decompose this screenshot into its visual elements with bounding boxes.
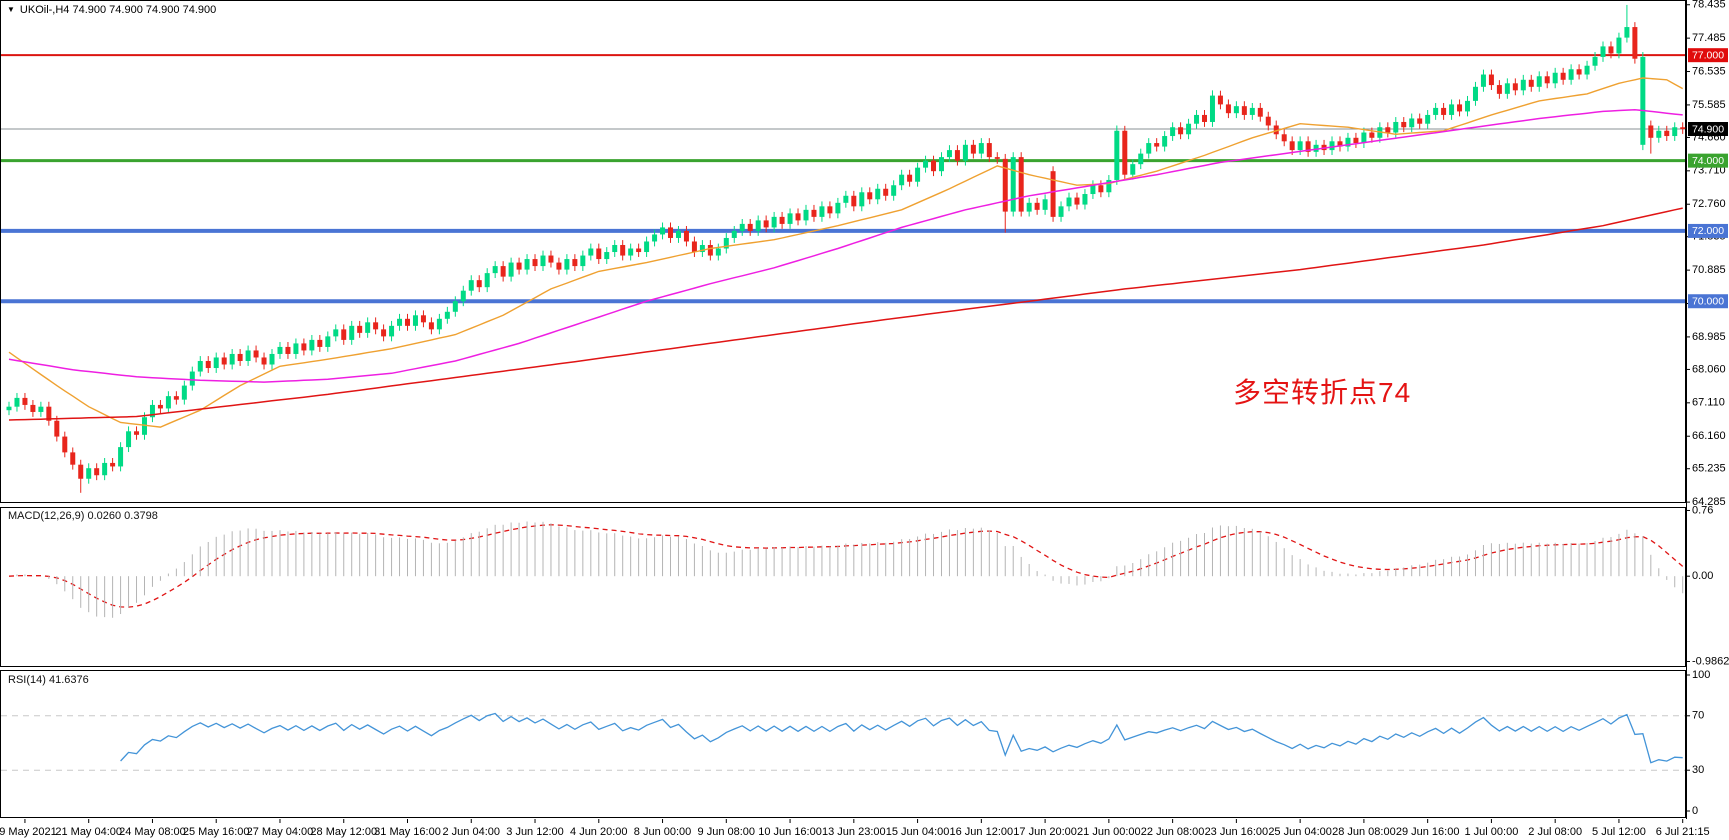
svg-text:28 Jun 08:00: 28 Jun 08:00: [1332, 826, 1396, 838]
svg-text:72.000: 72.000: [1692, 225, 1724, 237]
svg-text:0.00: 0.00: [1692, 570, 1713, 582]
svg-text:1 Jul 00:00: 1 Jul 00:00: [1465, 826, 1519, 838]
svg-text:3 Jun 12:00: 3 Jun 12:00: [506, 826, 564, 838]
ma-fast-orange: [8, 77, 1684, 428]
ma-mid-magenta: [8, 108, 1683, 383]
svg-text:68.985: 68.985: [1692, 331, 1726, 343]
rsi-indicator-label: RSI(14) 41.6376: [8, 674, 89, 686]
price-axis: 78.43577.48576.53575.58574.66073.71072.7…: [1686, 0, 1726, 508]
svg-text:27 May 04:00: 27 May 04:00: [247, 826, 314, 838]
svg-text:10 Jun 16:00: 10 Jun 16:00: [758, 826, 822, 838]
symbol-ohlc-text: UKOil-,H4 74.900 74.900 74.900 74.900: [19, 4, 217, 16]
svg-text:2 Jul 08:00: 2 Jul 08:00: [1528, 826, 1582, 838]
svg-text:-0.9862: -0.9862: [1692, 655, 1729, 667]
chart-annotation-text[interactable]: 多空转折点74: [1233, 377, 1412, 408]
svg-text:78.435: 78.435: [1692, 0, 1726, 11]
svg-text:22 Jun 08:00: 22 Jun 08:00: [1141, 826, 1205, 838]
svg-text:100: 100: [1692, 669, 1710, 681]
svg-text:15 Jun 04:00: 15 Jun 04:00: [886, 826, 950, 838]
svg-text:68.060: 68.060: [1692, 363, 1726, 375]
svg-text:8 Jun 00:00: 8 Jun 00:00: [634, 826, 692, 838]
rsi-axis: 100 70 30 0: [1686, 669, 1710, 817]
svg-text:70.885: 70.885: [1692, 264, 1726, 276]
rsi-line: [120, 712, 1683, 764]
svg-text:30: 30: [1692, 764, 1704, 776]
svg-text:70.000: 70.000: [1692, 296, 1724, 308]
svg-text:13 Jun 23:00: 13 Jun 23:00: [822, 826, 886, 838]
svg-text:72.760: 72.760: [1692, 198, 1726, 210]
candles-layer: [6, 4, 1686, 493]
svg-text:16 Jun 12:00: 16 Jun 12:00: [950, 826, 1014, 838]
svg-text:77.485: 77.485: [1692, 32, 1726, 44]
panel-borders: [0, 0, 1687, 819]
svg-text:0.76: 0.76: [1692, 504, 1713, 516]
svg-text:24 May 08:00: 24 May 08:00: [119, 826, 186, 838]
svg-text:28 May 12:00: 28 May 12:00: [310, 826, 377, 838]
horizontal-level-lines: [1, 54, 1685, 304]
svg-text:64.285: 64.285: [1692, 496, 1726, 508]
svg-text:19 May 2021: 19 May 2021: [0, 826, 57, 838]
svg-text:6 Jul 21:15: 6 Jul 21:15: [1656, 826, 1710, 838]
rsi-panel: [1, 712, 1685, 771]
macd-histogram: [16, 521, 1684, 618]
svg-text:66.160: 66.160: [1692, 430, 1726, 442]
svg-text:76.535: 76.535: [1692, 65, 1726, 77]
svg-text:77.000: 77.000: [1692, 49, 1724, 61]
svg-text:29 Jun 16:00: 29 Jun 16:00: [1396, 826, 1460, 838]
svg-text:21 Jun 00:00: 21 Jun 00:00: [1077, 826, 1141, 838]
svg-text:21 May 04:00: 21 May 04:00: [55, 826, 122, 838]
price-badges: 77.000 74.000 72.000 70.000 74.900: [1688, 48, 1728, 309]
svg-text:5 Jul 12:00: 5 Jul 12:00: [1592, 826, 1646, 838]
symbol-header[interactable]: ▼ UKOil-,H4 74.900 74.900 74.900 74.900: [7, 4, 216, 16]
svg-text:31 May 16:00: 31 May 16:00: [374, 826, 441, 838]
svg-text:0: 0: [1692, 805, 1698, 817]
svg-text:23 Jun 16:00: 23 Jun 16:00: [1205, 826, 1269, 838]
svg-text:73.710: 73.710: [1692, 165, 1726, 177]
svg-text:4 Jun 20:00: 4 Jun 20:00: [570, 826, 628, 838]
svg-text:2 Jun 04:00: 2 Jun 04:00: [443, 826, 501, 838]
macd-axis: 0.76 0.00 -0.9862: [1686, 504, 1729, 667]
svg-text:70: 70: [1692, 710, 1704, 722]
svg-text:25 Jun 04:00: 25 Jun 04:00: [1268, 826, 1332, 838]
svg-text:75.585: 75.585: [1692, 99, 1726, 111]
symbol-dropdown-icon[interactable]: ▼: [7, 5, 15, 14]
svg-text:25 May 16:00: 25 May 16:00: [183, 826, 250, 838]
ma-slow-red: [8, 207, 1683, 421]
svg-text:74.000: 74.000: [1692, 155, 1724, 167]
svg-text:17 Jun 20:00: 17 Jun 20:00: [1013, 826, 1077, 838]
svg-text:74.900: 74.900: [1692, 123, 1724, 135]
svg-text:65.235: 65.235: [1692, 463, 1726, 475]
svg-text:9 Jun 08:00: 9 Jun 08:00: [698, 826, 756, 838]
svg-text:67.110: 67.110: [1692, 397, 1725, 409]
macd-indicator-label: MACD(12,26,9) 0.0260 0.3798: [8, 510, 158, 522]
moving-averages-layer: [8, 77, 1684, 428]
